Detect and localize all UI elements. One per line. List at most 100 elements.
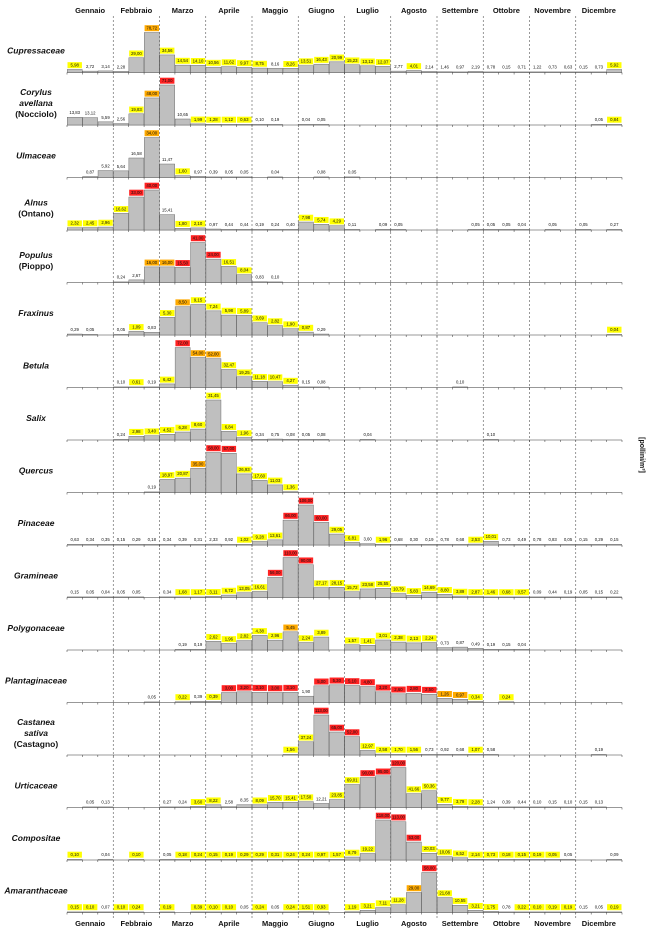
value-label-bg	[190, 235, 206, 242]
value-label: 37,24	[301, 735, 312, 740]
value-label: 9,77	[441, 797, 450, 802]
bar	[560, 544, 576, 546]
value-label: 11,28	[393, 898, 404, 903]
month-label-bottom: Luglio	[356, 919, 379, 928]
value-label-bg	[221, 362, 237, 369]
bar	[452, 699, 468, 703]
value-label-bg	[283, 61, 298, 68]
value-label: 0,15	[209, 852, 218, 857]
value-label-bg	[314, 580, 329, 587]
bar	[174, 347, 191, 388]
value-label: 0,30	[410, 537, 419, 542]
bar	[298, 564, 314, 598]
value-label-bg	[206, 851, 221, 858]
value-label-bg	[175, 168, 190, 175]
value-label: 14,10	[193, 58, 204, 63]
bar	[190, 544, 206, 546]
bar	[298, 859, 314, 861]
value-label: 8,75	[256, 61, 265, 66]
value-label: 5,64	[117, 164, 126, 169]
value-label-bg	[314, 629, 329, 636]
value-label: 20,87	[177, 471, 188, 476]
value-label-bg	[82, 904, 98, 911]
bar	[498, 911, 515, 913]
month-label-bottom: Dicembre	[582, 919, 616, 928]
value-label: 1,17	[194, 590, 203, 595]
month-label-bottom: Maggio	[262, 919, 289, 928]
bar	[452, 71, 468, 73]
bar	[375, 907, 391, 913]
value-label: 60,00	[316, 515, 327, 520]
bar	[467, 859, 484, 861]
value-label: 23,85	[331, 793, 342, 798]
value-label-bg	[190, 461, 206, 468]
value-label: 0,13	[595, 800, 604, 805]
value-label-bg	[160, 47, 175, 54]
value-label: 23,58	[362, 582, 373, 587]
value-label: 8,80	[441, 587, 450, 592]
bar	[575, 71, 592, 73]
value-label-bg	[67, 220, 82, 227]
bar	[97, 859, 114, 861]
value-label-bg	[237, 430, 252, 437]
month-label-top: Settembre	[442, 6, 479, 15]
value-label-bg	[113, 206, 129, 213]
value-label: 3,21	[363, 903, 372, 908]
value-label-bg	[360, 902, 375, 909]
bar	[390, 544, 407, 546]
value-label: 5,45	[286, 625, 295, 630]
bar	[159, 84, 175, 126]
bar	[221, 66, 237, 73]
bar	[390, 229, 407, 231]
value-label-bg	[391, 760, 406, 767]
bar	[421, 693, 437, 703]
bar	[144, 189, 160, 231]
value-label: 1,22	[533, 65, 542, 70]
value-label-bg	[345, 849, 360, 856]
bar	[236, 691, 253, 703]
value-label-bg	[329, 54, 344, 61]
value-label: 2,67	[132, 273, 141, 278]
bar	[498, 596, 515, 598]
value-label: 0,24	[117, 275, 126, 280]
value-label: 0,05	[579, 590, 588, 595]
value-label-bg	[329, 579, 344, 586]
value-label: 69,01	[347, 777, 358, 782]
bar	[344, 176, 360, 178]
value-label: 2,19	[471, 64, 480, 69]
value-label: 5,92	[101, 164, 110, 169]
value-label: 65,00	[331, 725, 342, 730]
unit-label: [pollini/m³]	[638, 437, 645, 473]
value-label: 0,15	[610, 537, 619, 542]
value-label: 0,84	[610, 117, 619, 122]
value-label: 0,40	[286, 222, 295, 227]
value-label-bg	[175, 851, 190, 858]
value-label: 0,24	[286, 905, 295, 910]
bar	[174, 544, 191, 546]
value-label: 12,07	[378, 59, 389, 64]
value-label-bg	[530, 904, 545, 911]
bar	[236, 804, 253, 808]
bar	[66, 227, 83, 231]
value-label: 4,80	[363, 680, 372, 685]
bar	[82, 227, 98, 231]
bar	[375, 639, 391, 651]
value-label-bg	[221, 59, 237, 66]
bar	[159, 806, 175, 808]
value-label: 0,08	[317, 380, 326, 385]
bar	[221, 911, 237, 913]
value-label: 0,15	[595, 590, 604, 595]
value-label: 0,93	[317, 905, 326, 910]
value-label: 0,10	[271, 275, 280, 280]
bar	[236, 592, 253, 598]
value-label-bg	[360, 846, 375, 853]
value-label-bg	[221, 685, 237, 692]
value-label-bg	[129, 851, 144, 858]
taxon-name: Urticaceae	[14, 781, 57, 791]
value-label-bg	[360, 679, 375, 686]
bar	[421, 872, 437, 913]
value-label: 4,38	[256, 628, 265, 633]
value-label: 0,05	[163, 852, 172, 857]
bar	[174, 306, 191, 336]
bar	[437, 71, 453, 73]
